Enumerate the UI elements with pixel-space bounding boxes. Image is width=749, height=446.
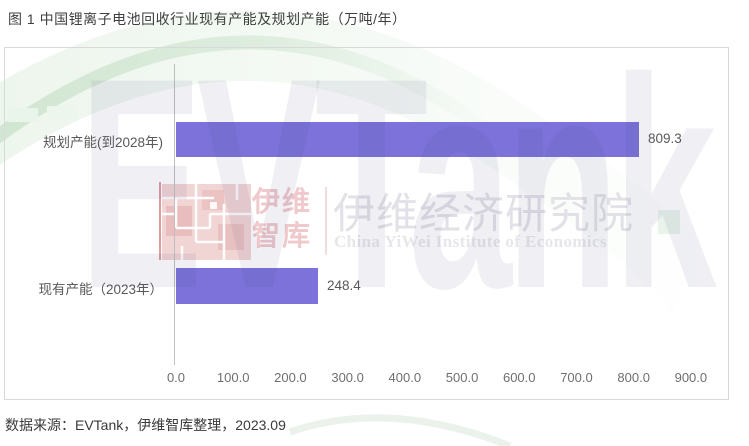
x-axis-tick-label: 800.0 bbox=[617, 370, 650, 385]
x-axis-tick-label: 600.0 bbox=[502, 370, 536, 385]
x-axis-tick-label: 500.0 bbox=[445, 370, 479, 385]
swoosh-bottom bbox=[288, 414, 512, 446]
x-axis-tick-label: 100.0 bbox=[216, 370, 250, 385]
plot-area: 伊维 智库 伊维经济研究院 China YiWei Institute of E… bbox=[4, 47, 729, 400]
x-axis-tick-label: 400.0 bbox=[388, 370, 422, 385]
x-axis-tick-label: 300.0 bbox=[331, 370, 364, 385]
x-axis-tick-label: 900.0 bbox=[674, 370, 708, 385]
x-axis-tick-label: 700.0 bbox=[560, 370, 593, 385]
x-axis-tick-label: 200.0 bbox=[274, 370, 307, 385]
chart-title: 图 1 中国锂离子电池回收行业现有产能及规划产能（万吨/年） bbox=[8, 11, 407, 27]
data-source-note: 数据来源：EVTank，伊维智库整理，2023.09 bbox=[5, 417, 286, 433]
evtank-giant-watermark: EVTank bbox=[79, 47, 716, 351]
x-axis-tick-label: 0.0 bbox=[166, 370, 186, 385]
